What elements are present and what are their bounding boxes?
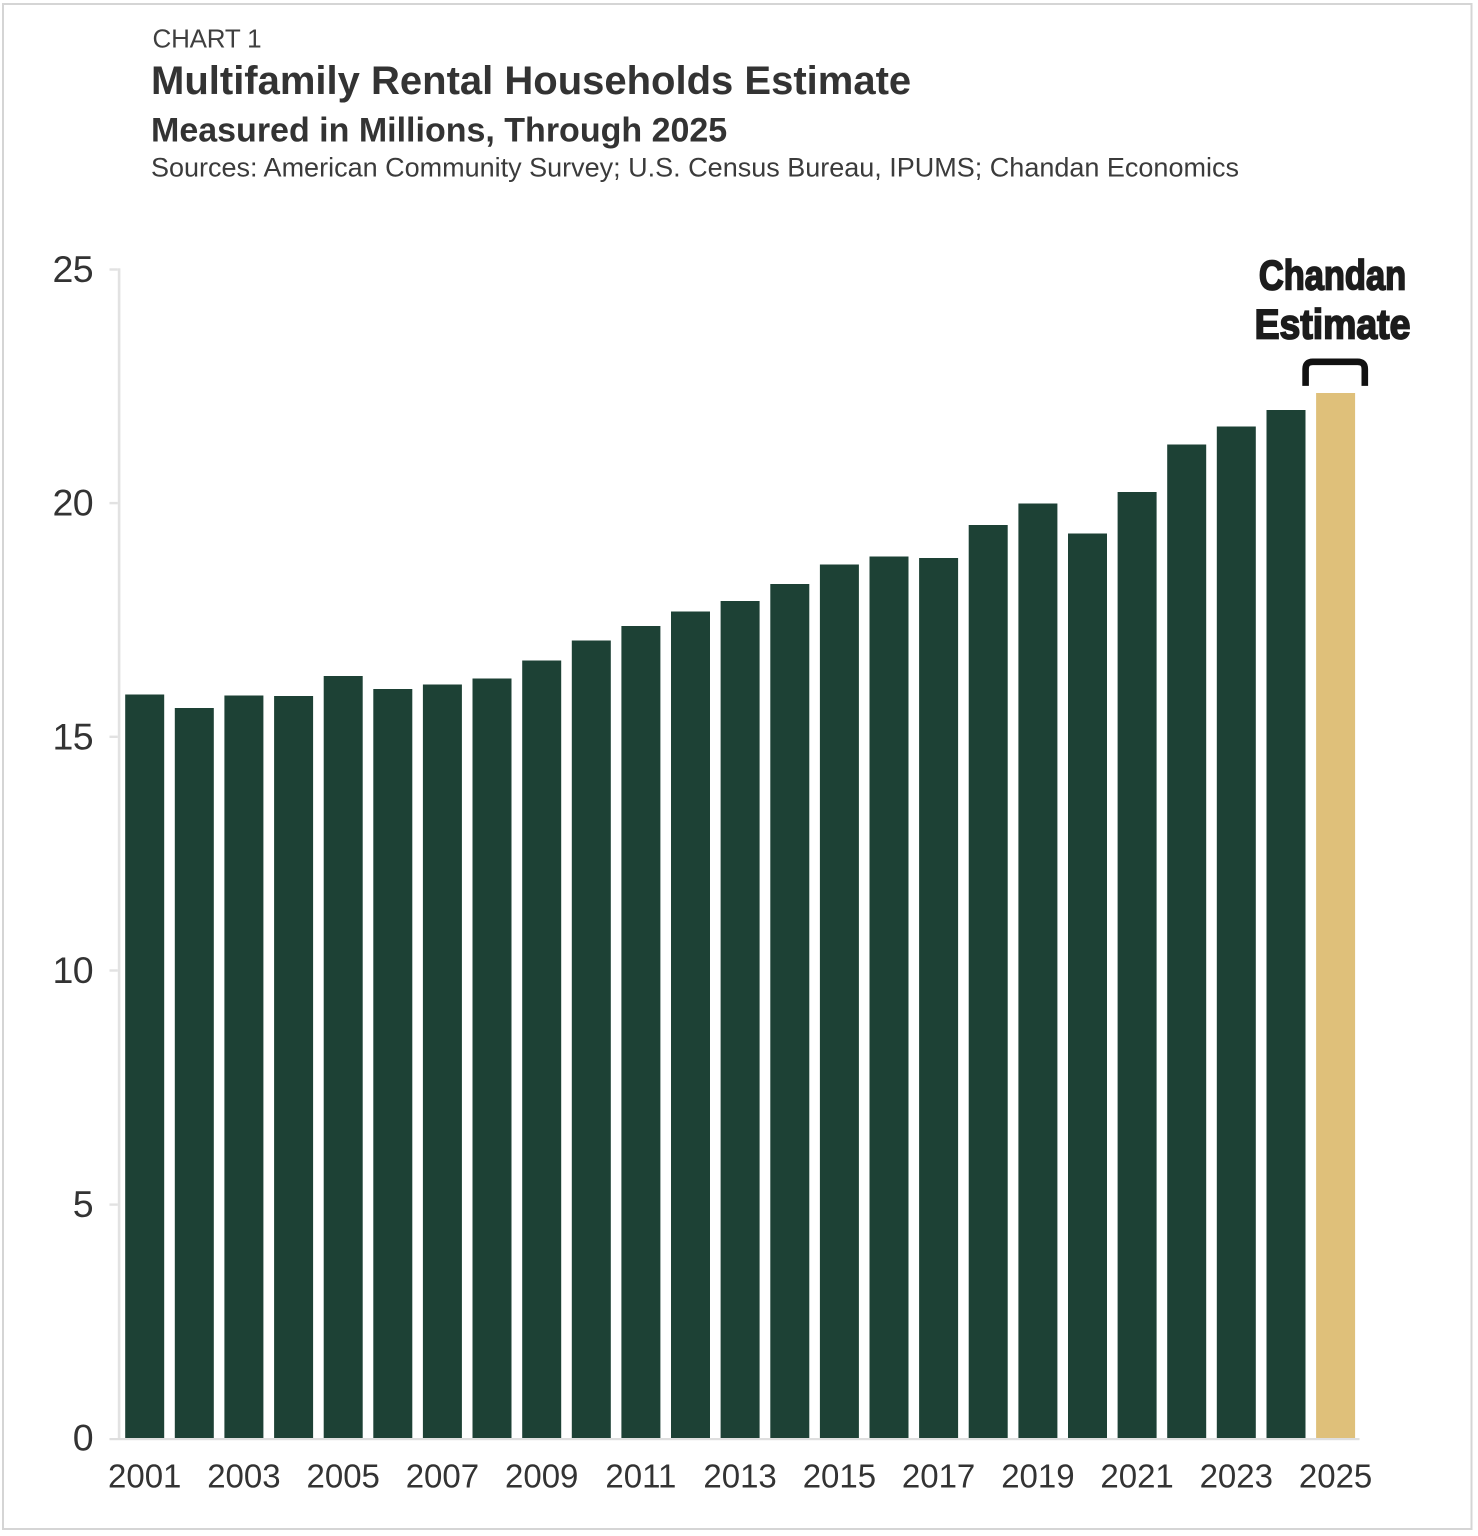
svg-text:20: 20 <box>52 482 93 524</box>
svg-text:2013: 2013 <box>703 1457 776 1494</box>
svg-text:2015: 2015 <box>803 1457 876 1494</box>
svg-text:0: 0 <box>73 1417 93 1459</box>
svg-text:2005: 2005 <box>306 1457 379 1494</box>
svg-text:Sources: American Community Su: Sources: American Community Survey; U.S.… <box>151 153 1239 183</box>
svg-text:Estimate: Estimate <box>1255 302 1411 348</box>
svg-text:2009: 2009 <box>505 1457 578 1494</box>
svg-text:2003: 2003 <box>207 1457 280 1494</box>
svg-text:Multifamily Rental Households: Multifamily Rental Households Estimate <box>151 59 911 103</box>
svg-text:5: 5 <box>73 1183 93 1225</box>
svg-text:Chandan: Chandan <box>1259 252 1406 299</box>
svg-text:2007: 2007 <box>406 1457 479 1494</box>
svg-text:2023: 2023 <box>1200 1457 1273 1494</box>
svg-text:Measured in Millions, Through: Measured in Millions, Through 2025 <box>151 112 727 150</box>
svg-text:15: 15 <box>52 716 93 758</box>
svg-text:2019: 2019 <box>1001 1457 1074 1494</box>
svg-text:25: 25 <box>52 248 93 290</box>
svg-text:CHART 1: CHART 1 <box>153 24 262 54</box>
svg-text:2011: 2011 <box>605 1457 676 1494</box>
svg-text:2001: 2001 <box>108 1457 181 1494</box>
svg-text:2025: 2025 <box>1299 1457 1372 1494</box>
svg-text:10: 10 <box>52 949 93 991</box>
svg-text:2017: 2017 <box>902 1457 975 1494</box>
svg-text:2021: 2021 <box>1100 1457 1173 1494</box>
